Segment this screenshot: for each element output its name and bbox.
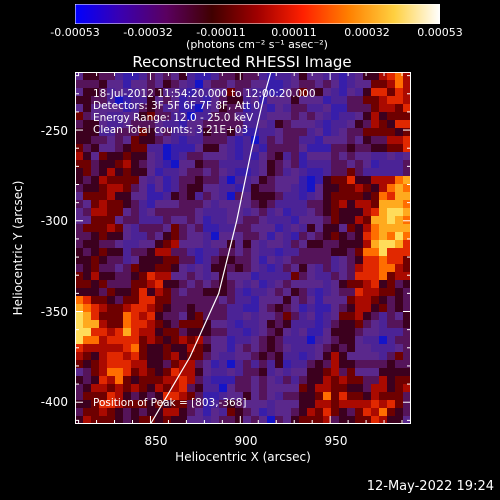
annotation-energy: Energy Range: 12.0 - 25.0 keV: [93, 112, 254, 124]
colorbar-tick-label: 0.00032: [344, 26, 390, 39]
colorbar: [75, 4, 440, 24]
annotation-time-range: 18-Jul-2012 11:54:20.000 to 12:00:20.000: [93, 88, 316, 100]
colorbar-tick-label: 0.00053: [417, 26, 463, 39]
x-tick-label: 950: [324, 434, 348, 448]
y-axis-label: Heliocentric Y (arcsec): [11, 180, 25, 316]
annotation-clean-counts: Clean Total counts: 3.21E+03: [93, 124, 249, 136]
y-tick-label: -300: [40, 214, 68, 228]
colorbar-units: (photons cm⁻² s⁻¹ asec⁻²): [186, 38, 328, 51]
annotation-detectors: Detectors: 3F 5F 6F 7F 8F, Att 0: [93, 100, 260, 112]
solar-limb-line: [149, 72, 272, 424]
x-tick-label: 850: [144, 434, 168, 448]
plot-area: 18-Jul-2012 11:54:20.000 to 12:00:20.000…: [75, 72, 411, 424]
x-axis-label: Heliocentric X (arcsec): [175, 450, 311, 464]
y-tick-label: -350: [40, 305, 68, 319]
colorbar-tick-label: -0.00032: [123, 26, 173, 39]
plot-timestamp: 12-May-2022 19:24: [366, 479, 494, 494]
annotation-peak-position: Position of Peak = [803,-368]: [93, 397, 247, 409]
heatmap-cells: [75, 72, 411, 424]
heatmap: [75, 72, 411, 424]
colorbar-tick-label: -0.00053: [50, 26, 100, 39]
plot-frame: [75, 72, 411, 424]
chart-title: Reconstructed RHESSI Image: [132, 53, 352, 71]
x-tick-label: 900: [234, 434, 258, 448]
y-tick-label: -250: [40, 124, 68, 138]
colorbar-tick-label: -0.00011: [196, 26, 246, 39]
colorbar-tick-label: 0.00011: [271, 26, 317, 39]
y-tick-label: -400: [40, 395, 68, 409]
